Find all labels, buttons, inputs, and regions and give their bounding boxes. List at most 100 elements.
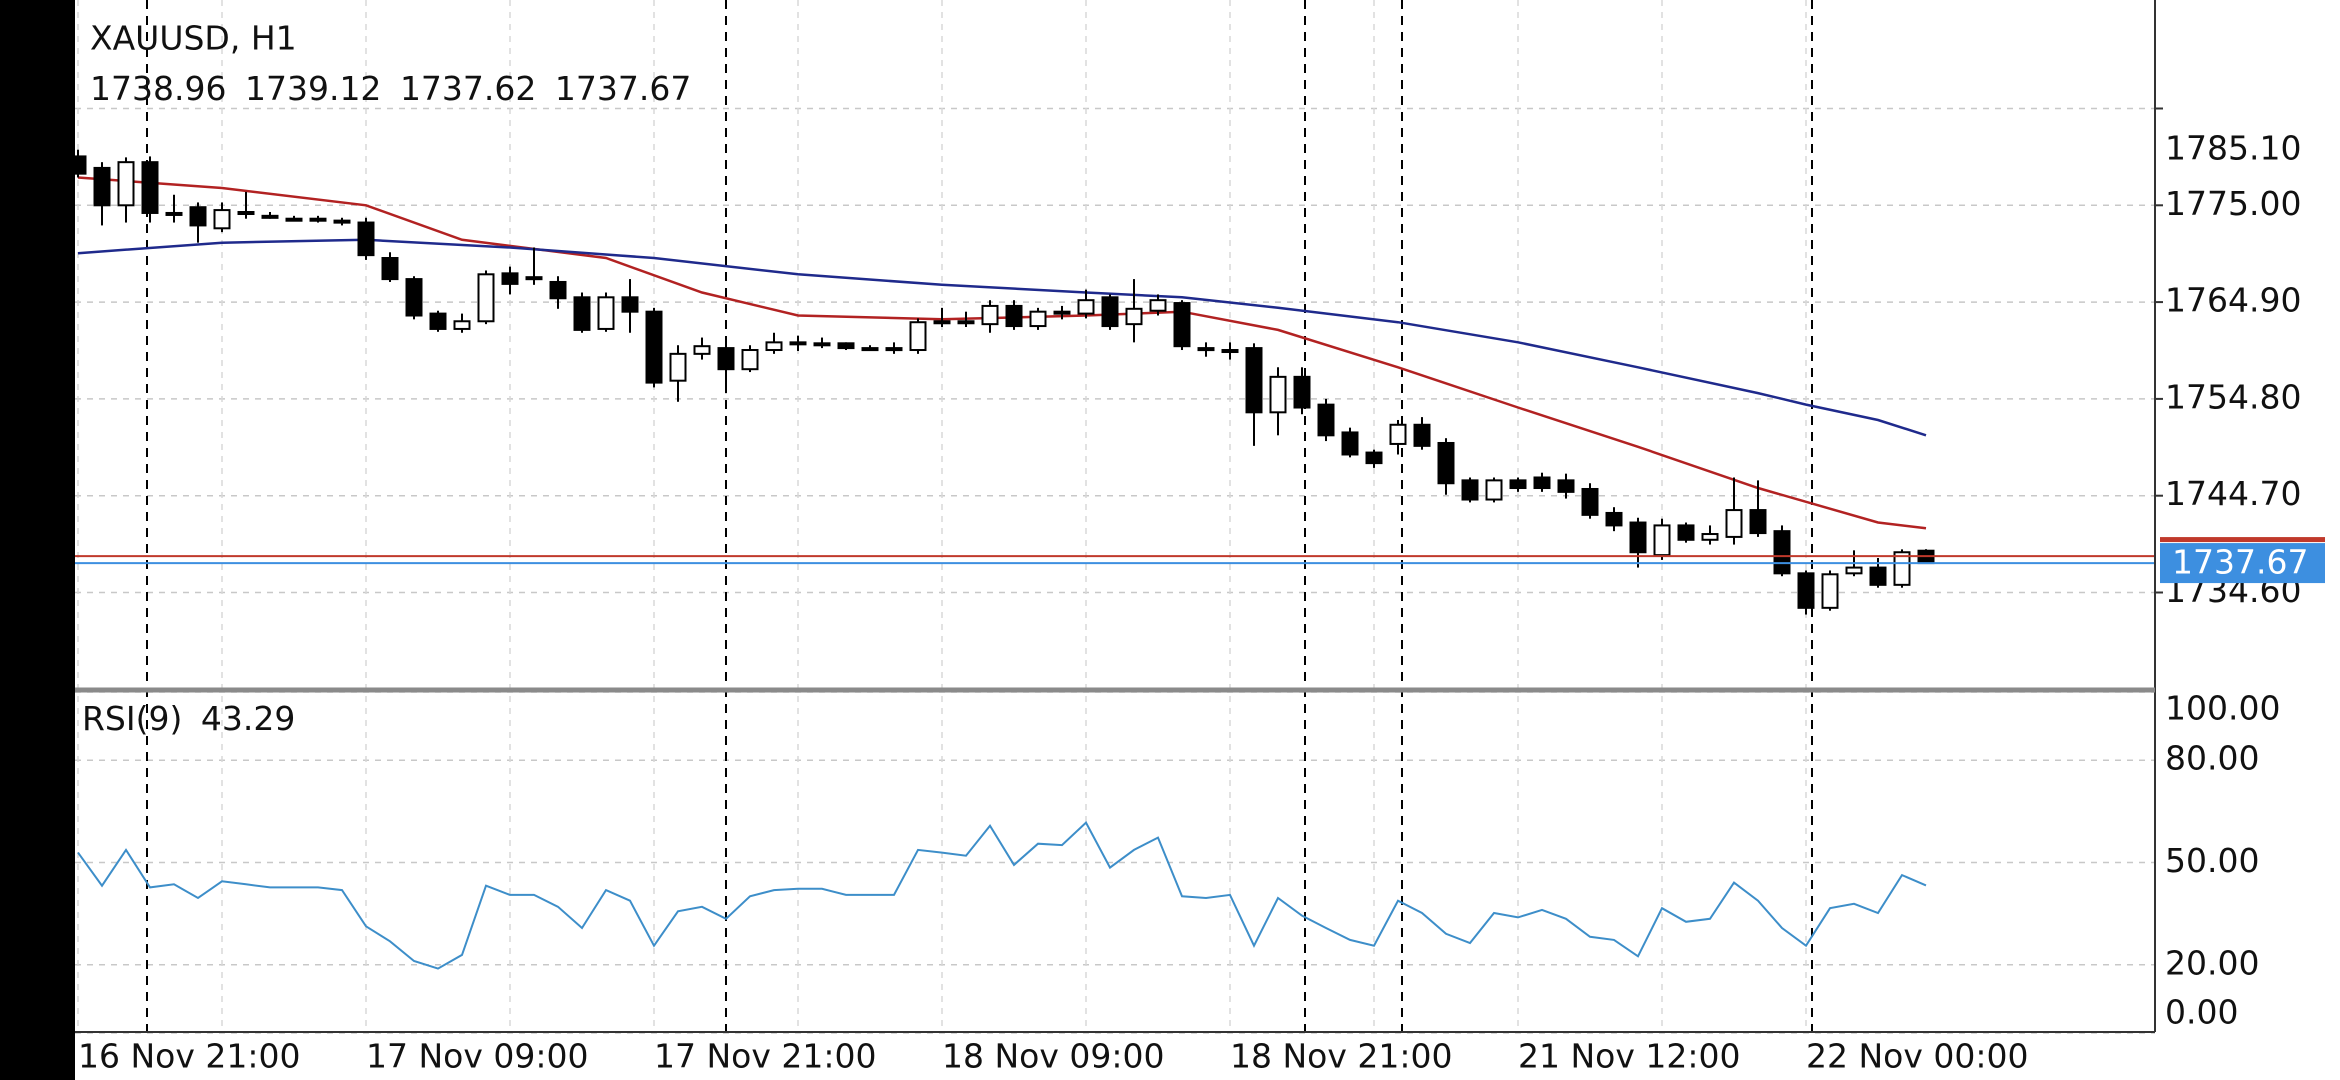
candle-body — [1701, 533, 1719, 541]
candle-body — [597, 296, 615, 330]
candle-body — [1509, 479, 1527, 490]
candle-body — [1605, 511, 1623, 527]
ask-marker — [2160, 537, 2325, 543]
candle-body — [1869, 566, 1887, 586]
candle-body — [1341, 431, 1359, 456]
x-tick-label: 21 Nov 12:00 — [1518, 1037, 1740, 1076]
y-tick-label: 1754.80 — [2165, 377, 2301, 416]
y-tick-label: 1785.10 — [2165, 129, 2301, 168]
x-tick-label: 17 Nov 09:00 — [366, 1037, 588, 1076]
candle-body — [501, 272, 519, 285]
x-tick-label: 17 Nov 21:00 — [654, 1037, 876, 1076]
candle-body — [93, 166, 111, 207]
candle-body — [1773, 530, 1791, 575]
candle-body — [141, 161, 159, 214]
candle-body — [1893, 551, 1911, 586]
candle-body — [213, 209, 231, 230]
candle-body — [957, 320, 975, 325]
candle-body — [405, 278, 423, 317]
ohlc-header: 1738.96 1739.12 1737.62 1737.67 — [90, 69, 691, 108]
x-tick-label: 18 Nov 21:00 — [1230, 1037, 1452, 1076]
candle-body — [1677, 524, 1695, 541]
candle-body — [717, 347, 735, 371]
candle-body — [1365, 451, 1383, 465]
rsi-line — [77, 820, 1927, 970]
candle-body — [1317, 403, 1335, 437]
candle-body — [429, 312, 447, 330]
candle-body — [573, 296, 591, 331]
candle-body — [117, 161, 135, 207]
candle-body — [1533, 476, 1551, 490]
rsi-tick-label: 20.00 — [2165, 943, 2259, 982]
candle-body — [525, 276, 543, 281]
candle-body — [1245, 347, 1263, 414]
candle-body — [1389, 423, 1407, 445]
price-label-box — [2160, 543, 2325, 584]
candle-body — [333, 219, 351, 224]
candle-body — [669, 352, 687, 382]
marks — [69, 149, 2155, 970]
candle-body — [237, 211, 255, 216]
candle-body — [357, 221, 375, 257]
candle-body — [981, 304, 999, 326]
candle-body — [1797, 572, 1815, 609]
candle-body — [1749, 509, 1767, 535]
candle-body — [1101, 296, 1119, 328]
current-price-label: 1737.67 — [2172, 543, 2308, 582]
candle-body — [1821, 573, 1839, 609]
candle-body — [1413, 423, 1431, 447]
y-tick-label: 1775.00 — [2165, 184, 2301, 223]
candle-body — [933, 320, 951, 325]
candle-body — [693, 345, 711, 355]
rsi-tick-label: 0.00 — [2165, 993, 2238, 1032]
candle-body — [1149, 299, 1167, 312]
close-value: 1737.67 — [555, 69, 691, 108]
candle-body — [837, 342, 855, 350]
x-tick-label: 22 Nov 00:00 — [1806, 1037, 2028, 1076]
candle-body — [1269, 375, 1287, 414]
x-tick-label: 18 Nov 09:00 — [942, 1037, 1164, 1076]
candle-body — [165, 211, 183, 216]
high-value: 1739.12 — [245, 69, 381, 108]
low-value: 1737.62 — [400, 69, 536, 108]
rsi-tick-label: 100.00 — [2165, 689, 2280, 728]
candle-body — [1173, 302, 1191, 348]
candle-body — [1053, 310, 1071, 315]
rsi-tick-label: 80.00 — [2165, 739, 2259, 778]
candle-body — [1197, 347, 1215, 352]
moving-average — [77, 238, 1927, 437]
x-tick-label: 16 Nov 21:00 — [78, 1037, 300, 1076]
rsi-tick-label: 50.00 — [2165, 841, 2259, 880]
candle-body — [1461, 479, 1479, 501]
candle-body — [285, 217, 303, 222]
candle-body — [381, 257, 399, 281]
candle-body — [261, 214, 279, 219]
y-tick-label: 1744.70 — [2165, 474, 2301, 513]
candle-body — [1077, 299, 1095, 315]
candle-body — [765, 341, 783, 352]
candle-body — [1557, 479, 1575, 493]
candle-body — [1005, 304, 1023, 328]
left-edge — [0, 0, 75, 1080]
candle-body — [189, 206, 207, 227]
rsi-value: 43.29 — [201, 699, 295, 738]
rsi-header: RSI(9) 43.29 — [82, 699, 295, 738]
candle-body — [1029, 310, 1047, 328]
candle-body — [741, 349, 759, 371]
candle-body — [477, 273, 495, 323]
rsi-label: RSI(9) — [82, 699, 182, 738]
candle-body — [309, 217, 327, 222]
candle-body — [453, 320, 471, 330]
candle-body — [885, 347, 903, 352]
candle-body — [1485, 479, 1503, 501]
candle-body — [813, 342, 831, 347]
candle-body — [1845, 566, 1863, 575]
candle-body — [1437, 441, 1455, 485]
y-tick-label: 1764.90 — [2165, 281, 2301, 320]
candle-body — [789, 341, 807, 346]
candle-body — [1293, 375, 1311, 409]
candle-body — [621, 296, 639, 313]
